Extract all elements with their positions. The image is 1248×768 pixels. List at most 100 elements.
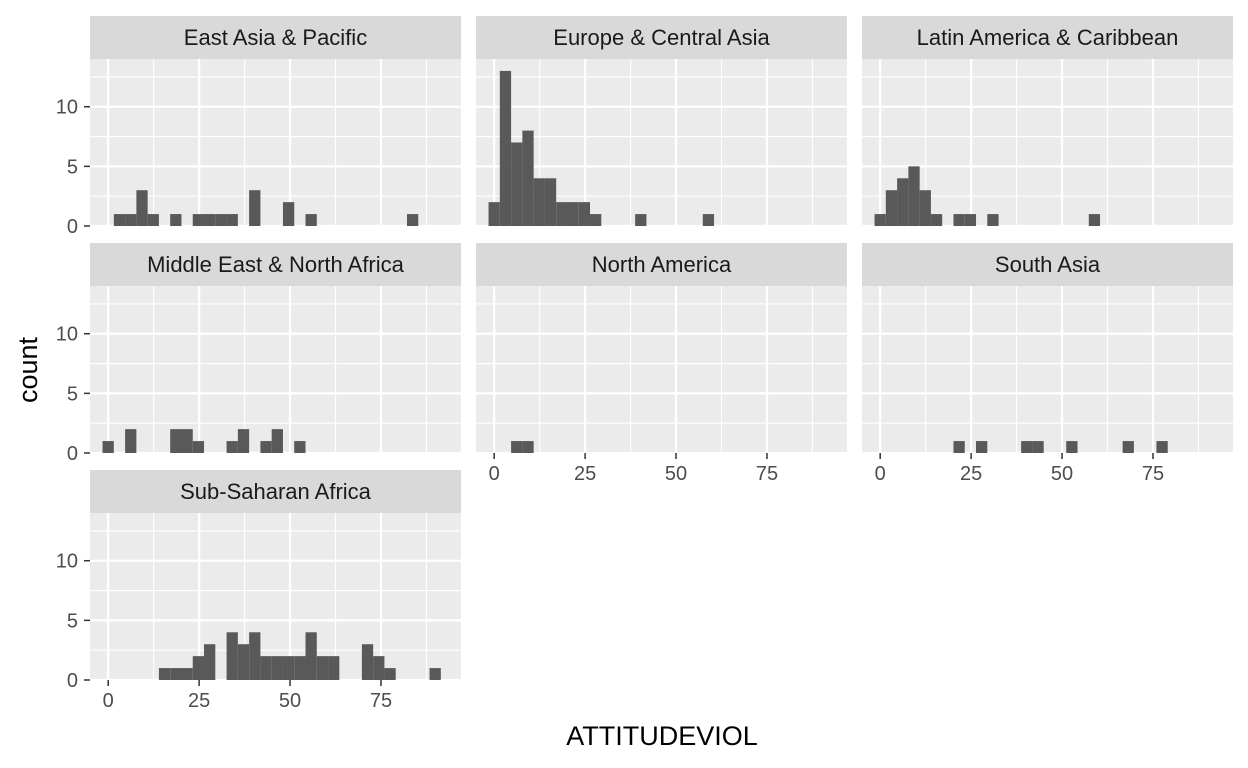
histogram-bar — [192, 441, 205, 453]
histogram-bar — [260, 441, 272, 453]
histogram-bar — [908, 166, 920, 226]
histogram-bar — [885, 190, 898, 226]
histogram-bar — [590, 214, 602, 226]
histogram-bar — [544, 178, 557, 226]
facet-strip — [90, 16, 461, 59]
histogram-bar — [113, 214, 126, 226]
histogram-bar — [373, 656, 385, 680]
facet-strip-label: Europe & Central Asia — [553, 25, 770, 50]
histogram-bar — [702, 214, 715, 226]
histogram-bar — [953, 441, 965, 453]
histogram-bar — [204, 214, 216, 226]
histogram-bar — [192, 656, 205, 680]
y-tick-label: 10 — [56, 324, 78, 346]
histogram-bar — [361, 644, 374, 680]
facet-strip — [90, 243, 461, 286]
y-tick-label: 0 — [67, 443, 78, 465]
facet-strip-label: North America — [592, 252, 732, 277]
y-axis-title: count — [13, 336, 43, 403]
histogram-bar — [226, 441, 238, 453]
facet-panel: North America 0 25 50 75 — [476, 243, 847, 485]
histogram-bar — [158, 668, 171, 680]
histogram-bar — [1066, 441, 1078, 453]
x-tick-label: 50 — [1051, 463, 1073, 485]
x-tick-label: 0 — [875, 463, 886, 485]
panel-background — [90, 59, 461, 226]
histogram-bar — [919, 190, 931, 226]
histogram-bar — [125, 429, 137, 453]
histogram-bar — [226, 214, 238, 226]
histogram-bar — [249, 190, 261, 226]
x-tick-label: 0 — [103, 690, 114, 712]
panel-background — [476, 286, 847, 453]
histogram-bar — [237, 644, 250, 680]
facet-strip — [476, 16, 847, 59]
x-tick-label: 50 — [665, 463, 687, 485]
facet-strip-label: Sub-Saharan Africa — [180, 479, 372, 504]
histogram-bar — [1032, 441, 1044, 453]
facet-panels: East Asia & Pacific 0 5 10 Europe & Central … — [56, 16, 1233, 712]
histogram-bar — [429, 668, 441, 680]
y-tick-label: 5 — [67, 383, 78, 405]
histogram-bar — [987, 214, 999, 226]
histogram-bar — [192, 214, 205, 226]
histogram-bar — [226, 632, 238, 680]
y-tick-label: 10 — [56, 551, 78, 573]
facet-panel: Middle East & North Africa 0 5 10 — [56, 243, 461, 465]
facet-strip-label: South Asia — [995, 252, 1101, 277]
histogram-bar — [567, 202, 579, 226]
histogram-bar — [1088, 214, 1101, 226]
histogram-bar — [522, 441, 534, 453]
histogram-bar — [964, 214, 977, 226]
histogram-bar — [1021, 441, 1033, 453]
histogram-bar — [874, 214, 886, 226]
histogram-bar — [533, 178, 545, 226]
facet-panel: East Asia & Pacific 0 5 10 — [56, 16, 461, 238]
histogram-bar — [406, 214, 419, 226]
y-tick-label: 0 — [67, 670, 78, 692]
y-tick-label: 5 — [67, 610, 78, 632]
x-tick-label: 75 — [1142, 463, 1164, 485]
histogram-bar — [511, 441, 523, 453]
histogram-bar — [953, 214, 965, 226]
facet-strip-label: Latin America & Caribbean — [917, 25, 1179, 50]
histogram-bar — [125, 214, 137, 226]
x-tick-label: 75 — [370, 690, 392, 712]
histogram-bar — [897, 178, 909, 226]
histogram-bar — [522, 130, 534, 226]
x-tick-label: 0 — [489, 463, 500, 485]
histogram-bar — [237, 429, 250, 453]
histogram-bar — [215, 214, 227, 226]
histogram-bar — [249, 632, 261, 680]
histogram-bar — [305, 632, 317, 680]
histogram-bar — [556, 202, 568, 226]
histogram-bar — [294, 656, 306, 680]
facet-strip — [90, 470, 461, 513]
x-axis-title: ATTITUDEVIOL — [566, 721, 758, 751]
histogram-bar — [136, 190, 148, 226]
histogram-bar — [294, 441, 306, 453]
x-tick-label: 25 — [574, 463, 596, 485]
facet-strip — [862, 16, 1233, 59]
histogram-bar — [635, 214, 647, 226]
histogram-bar — [170, 214, 182, 226]
histogram-bar — [305, 214, 317, 226]
histogram-bar — [976, 441, 988, 453]
histogram-bar — [260, 656, 272, 680]
facet-panel: Sub-Saharan Africa 0 5 10 0 25 50 75 — [56, 470, 461, 712]
histogram-bar — [511, 142, 523, 226]
y-tick-label: 5 — [67, 156, 78, 178]
histogram-bar — [170, 429, 182, 453]
histogram-bar — [930, 214, 943, 226]
y-tick-label: 0 — [67, 216, 78, 238]
histogram-bar — [499, 70, 512, 226]
facet-panel: Europe & Central Asia — [476, 16, 847, 228]
x-tick-label: 25 — [960, 463, 982, 485]
histogram-bar — [271, 429, 283, 453]
histogram-bar — [147, 214, 159, 226]
panel-background — [862, 286, 1233, 453]
histogram-bar — [488, 202, 500, 226]
histogram-bar — [271, 656, 283, 680]
histogram-bar — [328, 656, 340, 680]
